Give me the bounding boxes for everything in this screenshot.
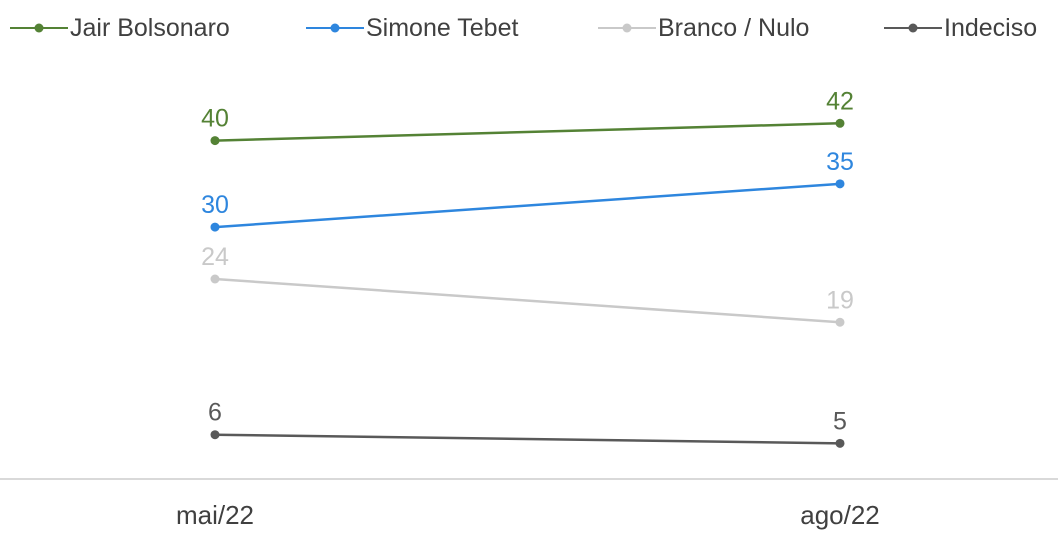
data-point-simone-tebet[interactable]	[210, 222, 220, 232]
data-point-simone-tebet[interactable]	[835, 179, 845, 189]
legend-item-jair-bolsonaro[interactable]: Jair Bolsonaro	[10, 8, 230, 48]
data-point-branco-nulo[interactable]	[835, 317, 845, 327]
legend-label: Indeciso	[944, 14, 1038, 42]
legend-marker-icon	[598, 23, 656, 33]
data-label-branco-nulo: 19	[826, 286, 854, 314]
series-line-simone-tebet	[214, 182, 841, 229]
legend-item-indeciso[interactable]: Indeciso	[884, 8, 1037, 48]
data-point-jair-bolsonaro[interactable]	[210, 136, 220, 146]
data-label-jair-bolsonaro: 40	[201, 105, 229, 133]
data-label-indeciso: 5	[833, 407, 847, 435]
data-point-indeciso[interactable]	[835, 438, 845, 448]
legend-item-branco-nulo[interactable]: Branco / Nulo	[598, 8, 809, 48]
x-tick-label: mai/22	[175, 500, 255, 530]
data-label-simone-tebet: 35	[826, 148, 854, 176]
legend-label: Branco / Nulo	[658, 14, 810, 42]
legend-label: Simone Tebet	[366, 14, 519, 42]
data-label-simone-tebet: 30	[201, 191, 229, 219]
legend-marker-icon	[306, 23, 364, 33]
series-line-indeciso	[214, 433, 841, 445]
data-label-indeciso: 6	[208, 399, 222, 427]
series-line-branco-nulo	[214, 277, 841, 324]
legend: Jair Bolsonaro Simone Tebet Branco / Nul…	[0, 8, 1058, 48]
data-label-jair-bolsonaro: 42	[826, 87, 854, 115]
x-tick-label: ago/22	[800, 500, 880, 530]
legend-marker-icon	[884, 23, 942, 33]
legend-item-simone-tebet[interactable]: Simone Tebet	[306, 8, 518, 48]
legend-marker-icon	[10, 23, 68, 33]
legend-label: Jair Bolsonaro	[70, 14, 230, 42]
data-point-indeciso[interactable]	[210, 430, 220, 440]
data-point-jair-bolsonaro[interactable]	[835, 118, 845, 128]
data-point-branco-nulo[interactable]	[210, 274, 220, 284]
data-label-branco-nulo: 24	[201, 243, 229, 271]
series-line-jair-bolsonaro	[214, 122, 841, 142]
series-layer: 40 42 30 35 24 19 6 5	[201, 87, 854, 448]
